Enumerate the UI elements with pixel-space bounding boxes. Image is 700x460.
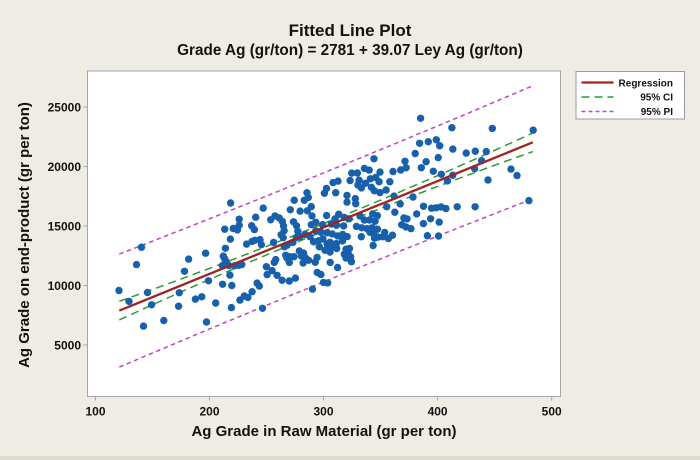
svg-text:500: 500: [542, 405, 562, 419]
svg-text:20000: 20000: [48, 160, 82, 174]
svg-text:Grade Ag (gr/ton) = 2781 + 39.: Grade Ag (gr/ton) = 2781 + 39.07 Ley Ag …: [177, 42, 523, 59]
svg-text:400: 400: [428, 405, 448, 419]
svg-text:300: 300: [313, 405, 333, 419]
svg-text:Ag Grade in Raw Material (gr p: Ag Grade in Raw Material (gr per ton): [191, 423, 456, 440]
svg-text:200: 200: [199, 405, 219, 419]
svg-text:95% PI: 95% PI: [641, 107, 673, 118]
svg-text:10000: 10000: [48, 279, 82, 293]
svg-text:Fitted Line Plot: Fitted Line Plot: [289, 21, 412, 40]
svg-text:25000: 25000: [48, 101, 82, 115]
svg-text:Regression: Regression: [619, 78, 673, 89]
svg-text:15000: 15000: [48, 220, 82, 234]
svg-text:95% CI: 95% CI: [640, 93, 673, 104]
svg-text:5000: 5000: [54, 339, 81, 353]
svg-text:Ag Grade on end-product (gr pe: Ag Grade on end-product (gr per ton): [16, 102, 33, 368]
svg-text:100: 100: [85, 405, 105, 419]
